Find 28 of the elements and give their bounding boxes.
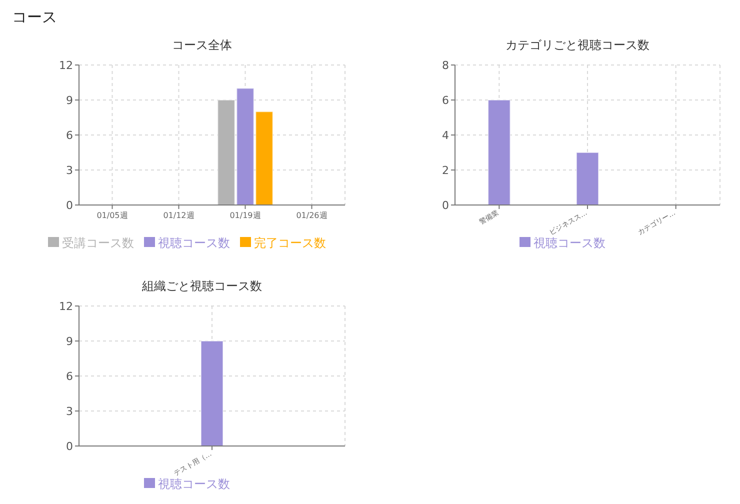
x-tick-label: 01/12週 xyxy=(163,211,194,220)
text: コース xyxy=(12,8,57,26)
chart-title: カテゴリごと視聴コース数 xyxy=(506,38,650,52)
chart-title: コース全体 xyxy=(172,38,232,52)
y-tick-label: 0 xyxy=(66,199,73,212)
y-tick-label: 2 xyxy=(442,164,449,177)
y-tick-label: 6 xyxy=(66,129,73,142)
y-tick-label: 0 xyxy=(442,199,449,212)
chart-title: 組織ごと視聴コース数 xyxy=(141,279,262,293)
y-tick-label: 8 xyxy=(442,59,449,72)
legend-label: 視聴コース数 xyxy=(534,236,606,250)
y-tick-label: 4 xyxy=(442,129,449,142)
y-tick-label: 9 xyxy=(66,335,73,348)
x-tick-label: 01/19週 xyxy=(230,211,261,220)
y-tick-label: 3 xyxy=(66,405,73,418)
x-tick-label: 01/05週 xyxy=(96,211,128,220)
y-tick-label: 0 xyxy=(66,440,73,453)
legend-label: 視聴コース数 xyxy=(158,236,230,250)
legend-label: 視聴コース数 xyxy=(158,477,230,491)
x-tick-label: 01/26週 xyxy=(296,211,328,220)
legend-label: 受講コース数 xyxy=(62,236,134,250)
y-tick-label: 6 xyxy=(66,370,73,383)
y-tick-label: 12 xyxy=(59,300,73,313)
y-tick-label: 9 xyxy=(66,94,73,107)
y-tick-label: 6 xyxy=(442,94,449,107)
y-tick-label: 3 xyxy=(66,164,73,177)
y-tick-label: 12 xyxy=(59,59,73,72)
legend-label: 完了コース数 xyxy=(254,236,326,250)
